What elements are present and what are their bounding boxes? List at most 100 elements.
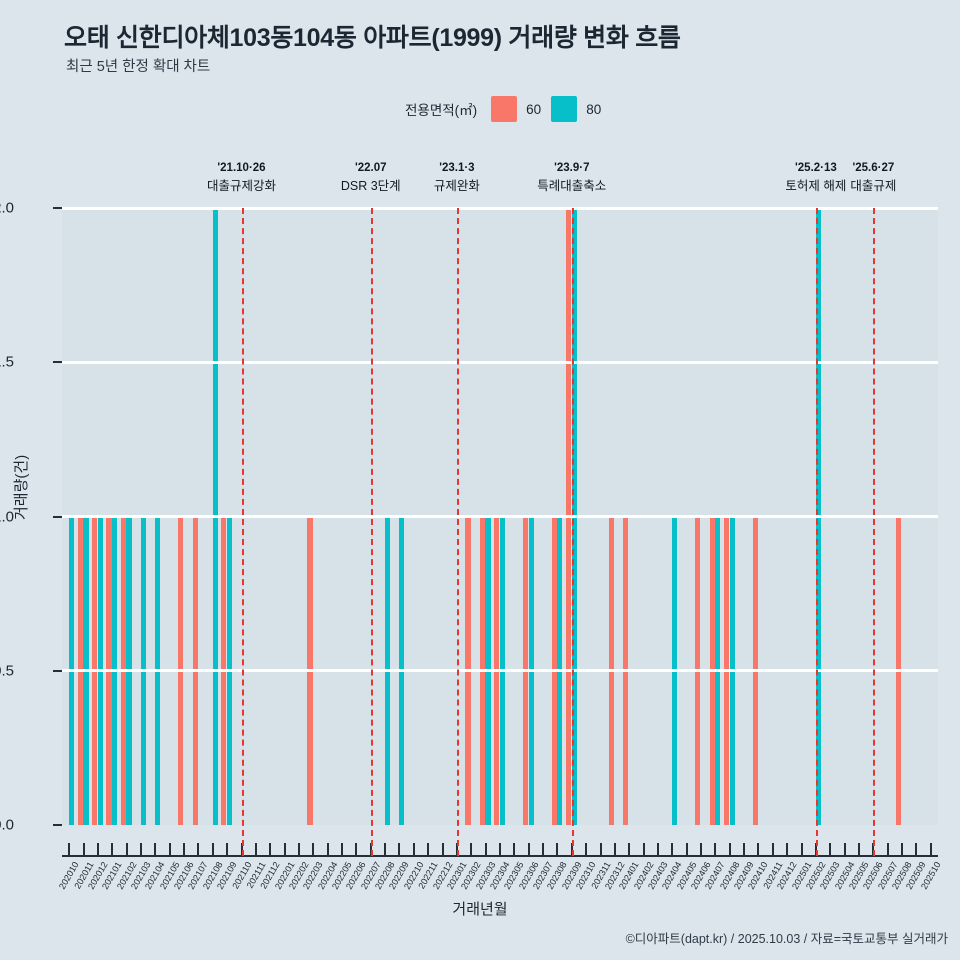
x-tick-mark bbox=[312, 843, 315, 856]
legend-item-80[interactable]: 80 bbox=[551, 96, 601, 122]
x-tick-mark bbox=[542, 843, 545, 856]
x-tick-mark bbox=[168, 843, 171, 856]
x-tick-mark bbox=[685, 843, 688, 856]
x-tick-mark bbox=[427, 843, 430, 856]
x-tick-mark bbox=[111, 843, 114, 856]
event-text: 대출규제 bbox=[850, 178, 897, 193]
chart-legend: 전용면적(㎡) 60 80 bbox=[405, 96, 601, 122]
legend-label-60: 60 bbox=[526, 101, 542, 117]
x-tick-mark bbox=[714, 843, 717, 856]
x-tick-mark bbox=[527, 843, 530, 856]
x-tick-mark bbox=[68, 843, 71, 856]
y-tick-mark bbox=[53, 515, 62, 518]
x-tick-mark bbox=[642, 843, 645, 856]
x-tick-mark bbox=[96, 843, 99, 856]
legend-title: 전용면적(㎡) bbox=[405, 103, 478, 118]
gridline bbox=[62, 515, 938, 518]
x-tick-mark bbox=[139, 843, 142, 856]
y-tick-label: 0.0 bbox=[0, 816, 14, 834]
event-text: 규제완화 bbox=[433, 178, 480, 193]
event-date: '25.2·13 bbox=[795, 162, 837, 174]
x-tick-mark bbox=[858, 843, 861, 856]
event-line bbox=[370, 208, 373, 856]
x-tick-mark bbox=[786, 843, 789, 856]
x-tick-mark bbox=[599, 843, 602, 856]
x-tick-mark bbox=[628, 843, 631, 856]
x-tick-mark bbox=[613, 843, 616, 856]
event-line bbox=[571, 208, 574, 856]
event-text: 대출규제강화 bbox=[206, 178, 277, 193]
y-tick-mark bbox=[53, 207, 62, 209]
event-text: 특례대출축소 bbox=[537, 178, 607, 193]
event-date: '23.1·3 bbox=[439, 162, 475, 174]
x-tick-mark bbox=[211, 843, 214, 856]
x-tick-mark bbox=[886, 843, 889, 856]
page-subtitle: 최근 5년 한정 확대 차트 bbox=[66, 59, 211, 75]
x-tick-mark bbox=[441, 843, 444, 856]
event-text: 토허제 해제 bbox=[785, 178, 847, 193]
footer-credit: ©디아파트(dapt.kr) / 2025.10.03 / 자료=국토교통부 실… bbox=[625, 932, 948, 946]
event-label: '23.1·3 규제완화 bbox=[434, 160, 480, 195]
x-tick-mark bbox=[728, 843, 731, 856]
x-tick-mark bbox=[513, 843, 516, 856]
y-tick-label: 2.0 bbox=[0, 199, 14, 217]
x-tick-mark bbox=[757, 843, 760, 856]
y-tick-label: 1.0 bbox=[0, 508, 14, 525]
x-tick-mark bbox=[929, 843, 932, 856]
event-label: '25.6·27 대출규제 bbox=[850, 160, 896, 195]
x-tick-mark bbox=[484, 843, 487, 856]
gridline bbox=[62, 206, 938, 210]
y-tick-label: 0.5 bbox=[0, 662, 14, 680]
x-tick-mark bbox=[585, 843, 588, 856]
x-tick-mark bbox=[269, 843, 272, 856]
x-tick-mark bbox=[743, 843, 746, 856]
x-axis-line bbox=[62, 855, 938, 857]
x-tick-mark bbox=[254, 843, 257, 856]
x-tick-mark bbox=[82, 843, 85, 856]
x-tick-mark bbox=[197, 843, 200, 856]
event-date: '21.10·26 bbox=[217, 162, 266, 174]
y-tick-mark bbox=[53, 669, 62, 672]
event-label: '22.07 DSR 3단계 bbox=[341, 160, 401, 195]
x-tick-mark bbox=[800, 843, 803, 856]
legend-swatch-80 bbox=[551, 96, 578, 122]
x-tick-mark bbox=[154, 843, 157, 856]
event-line bbox=[456, 208, 459, 856]
event-line bbox=[815, 208, 818, 856]
gridline bbox=[62, 669, 938, 673]
y-tick-label: 1.5 bbox=[0, 353, 14, 371]
event-line bbox=[241, 208, 244, 856]
x-tick-mark bbox=[341, 843, 344, 856]
legend-label-80: 80 bbox=[586, 101, 602, 117]
x-tick-mark bbox=[700, 843, 703, 856]
x-tick-mark bbox=[843, 843, 846, 856]
gridline bbox=[62, 360, 938, 364]
event-label: '23.9·7 특례대출축소 bbox=[537, 160, 606, 195]
legend-swatch-60 bbox=[491, 96, 518, 122]
x-tick-mark bbox=[355, 843, 358, 856]
x-tick-mark bbox=[829, 843, 832, 856]
x-tick-mark bbox=[183, 843, 186, 856]
event-label: '21.10·26 대출규제강화 bbox=[207, 160, 276, 195]
event-date: '23.9·7 bbox=[554, 162, 590, 174]
event-label: '25.2·13 토허제 해제 bbox=[785, 160, 846, 195]
x-tick-mark bbox=[412, 843, 415, 856]
x-axis-title: 거래년월 bbox=[452, 901, 508, 918]
event-line bbox=[873, 208, 876, 856]
x-tick-mark bbox=[470, 843, 473, 856]
event-text: DSR 3단계 bbox=[340, 178, 401, 193]
x-tick-mark bbox=[915, 843, 918, 856]
x-tick-mark bbox=[125, 843, 128, 856]
page-title: 오태 신한디아체103동104동 아파트(1999) 거래량 변화 흐름 bbox=[64, 24, 681, 52]
x-tick-mark bbox=[226, 843, 229, 856]
x-tick-mark bbox=[283, 843, 286, 856]
event-date: '25.6·27 bbox=[852, 162, 895, 174]
x-tick-mark bbox=[556, 843, 559, 856]
x-tick-mark bbox=[384, 843, 387, 856]
x-tick-mark bbox=[901, 843, 904, 856]
event-date: '22.07 bbox=[354, 162, 387, 174]
y-tick-mark bbox=[53, 361, 62, 364]
legend-item-60[interactable]: 60 bbox=[491, 96, 541, 122]
x-tick-mark bbox=[398, 843, 401, 856]
